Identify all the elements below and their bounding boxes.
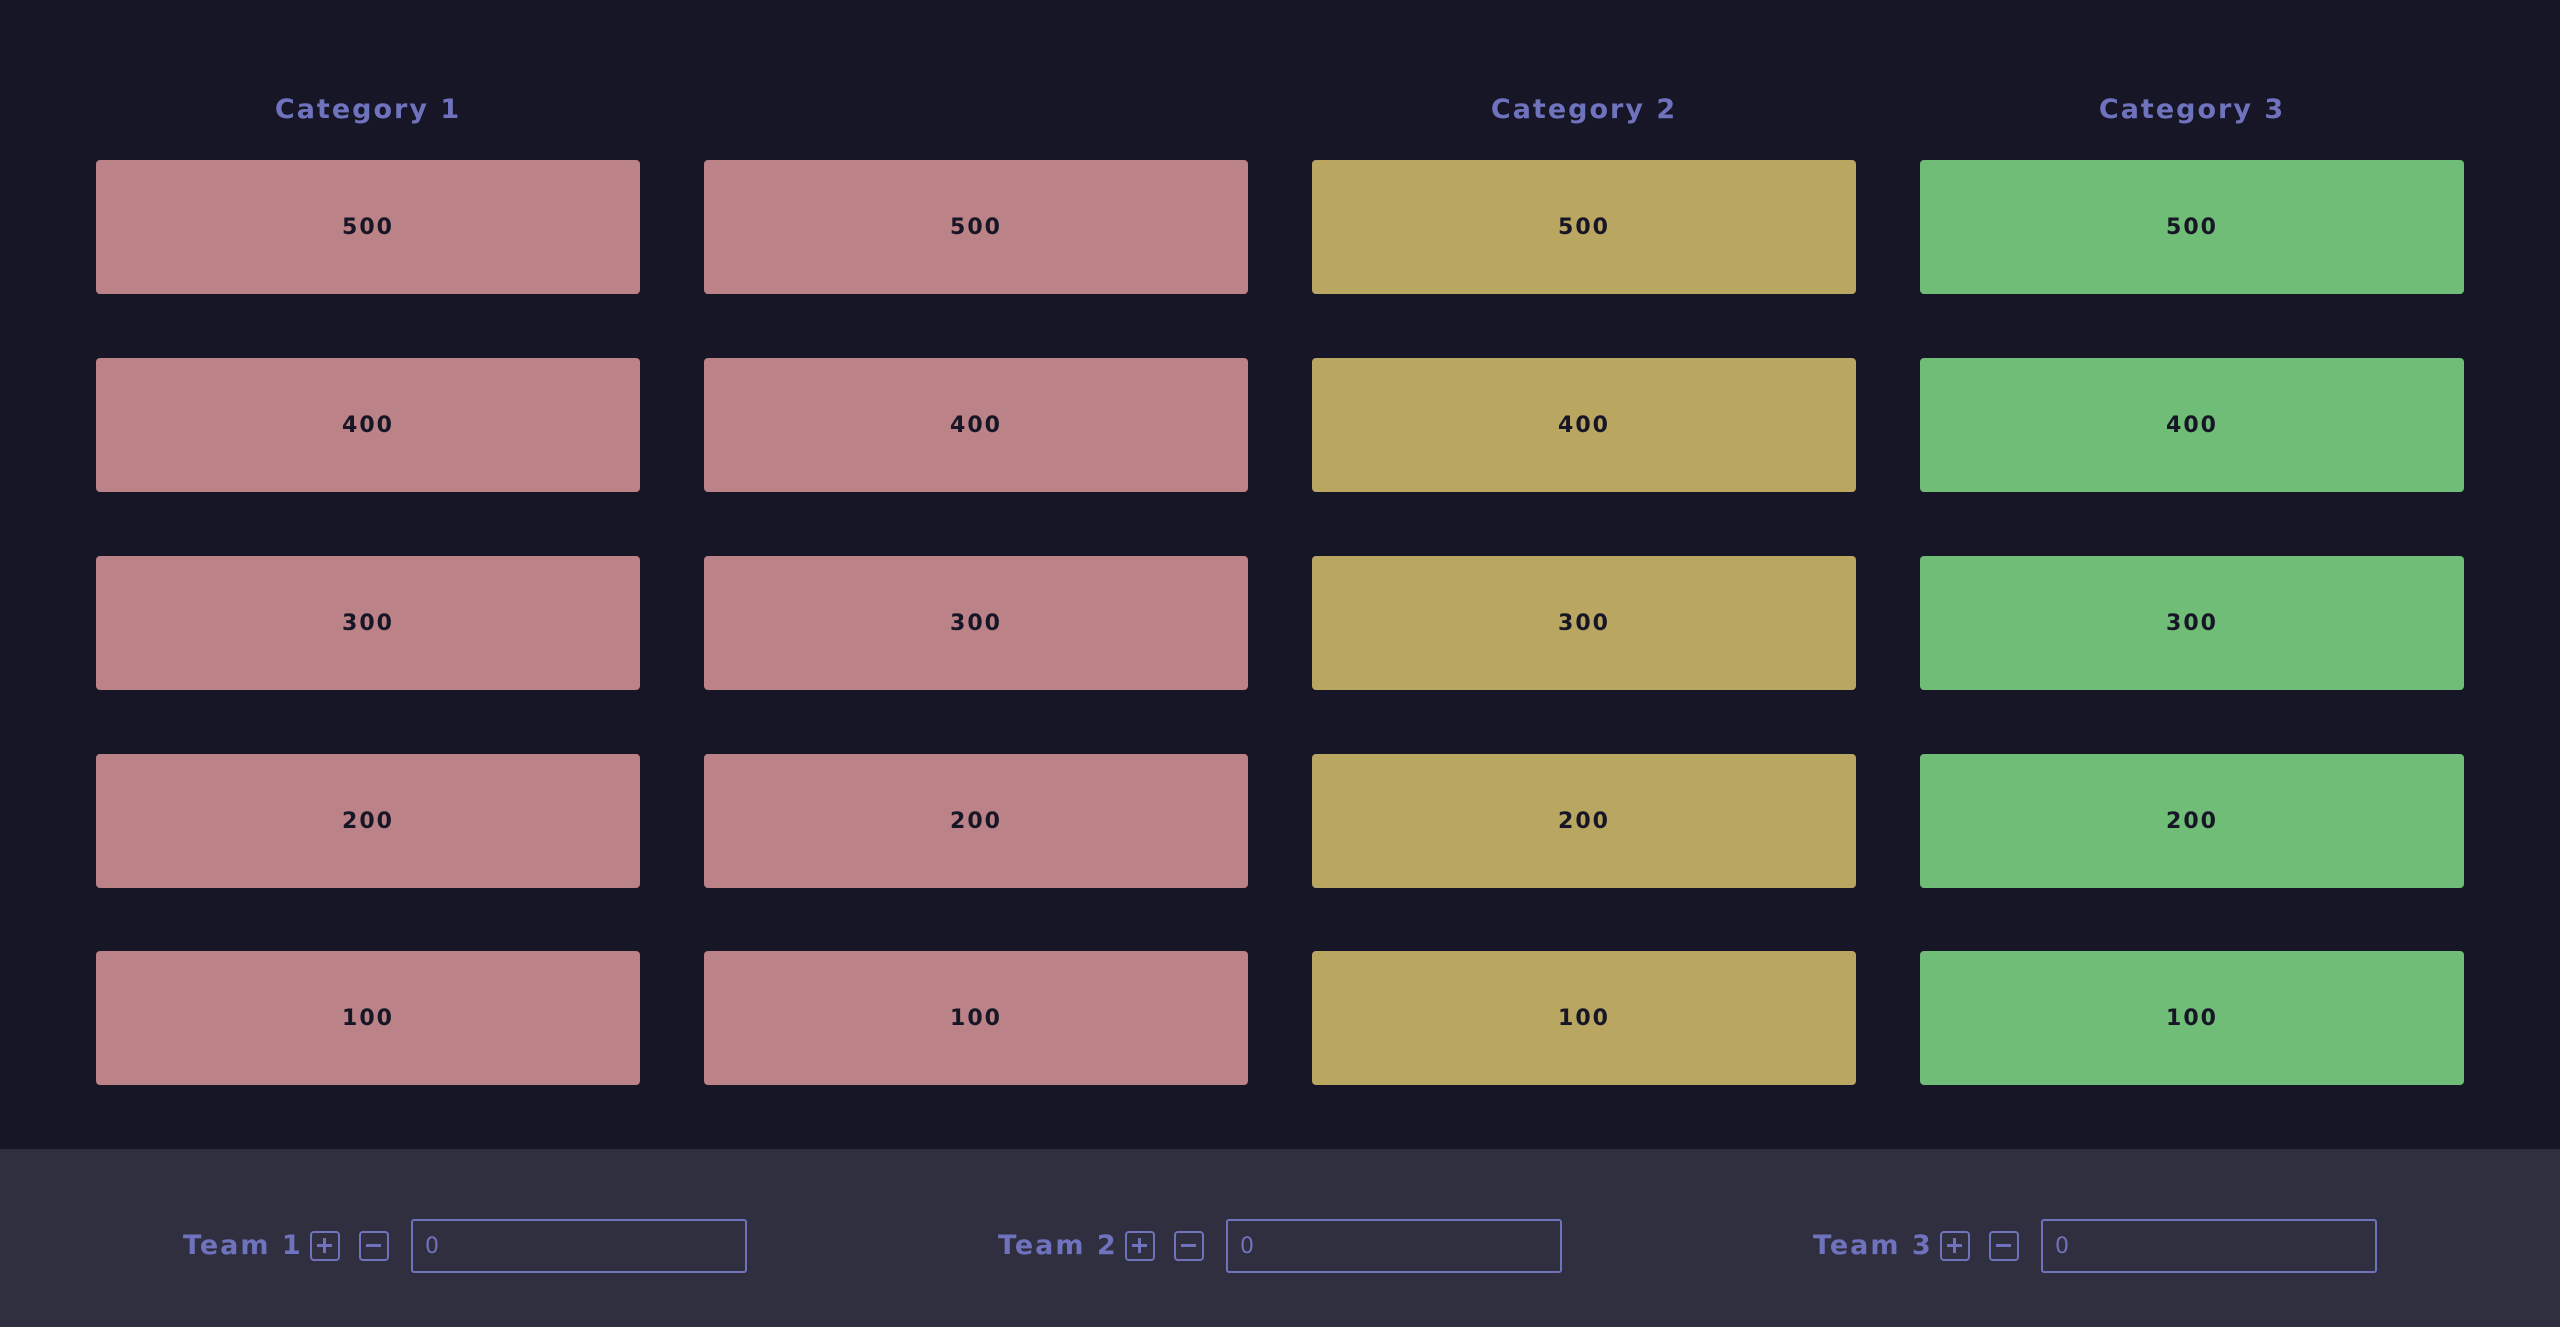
question-tile-300[interactable]: 300 [96, 556, 640, 690]
question-tile-200[interactable]: 200 [96, 754, 640, 888]
question-tile-100[interactable]: 100 [1920, 951, 2464, 1085]
question-tile-300[interactable]: 300 [704, 556, 1248, 690]
increment-score-button[interactable] [1940, 1231, 1970, 1261]
question-tile-400[interactable]: 400 [96, 358, 640, 492]
increment-score-button[interactable] [310, 1231, 340, 1261]
question-tile-100[interactable]: 100 [96, 951, 640, 1085]
question-tile-500[interactable]: 500 [704, 160, 1248, 294]
team-name: Team 2 [998, 1230, 1118, 1261]
team-3-controls: Team 3 [1813, 1219, 2378, 1273]
question-tile-200[interactable]: 200 [1312, 754, 1856, 888]
game-board: Category 1 500 400 300 200 100 500 400 300 200 100… [96, 90, 2464, 1085]
question-tile-500[interactable]: 500 [96, 160, 640, 294]
question-tile-500[interactable]: 500 [1920, 160, 2464, 294]
category-title: Category 1 [274, 94, 462, 125]
scoreboard-footer: Team 1 Team 2 Team 3 [0, 1149, 2560, 1327]
category-title: Category 2 [1490, 94, 1678, 125]
decrement-score-button[interactable] [1989, 1231, 2019, 1261]
question-tile-100[interactable]: 100 [1312, 951, 1856, 1085]
team-1-controls: Team 1 [183, 1219, 748, 1273]
increment-score-button[interactable] [1125, 1231, 1155, 1261]
team-2-controls: Team 2 [998, 1219, 1563, 1273]
decrement-score-button[interactable] [1174, 1231, 1204, 1261]
question-tile-100[interactable]: 100 [704, 951, 1248, 1085]
question-tile-300[interactable]: 300 [1920, 556, 2464, 690]
team-name: Team 1 [183, 1230, 303, 1261]
team-score-input[interactable] [411, 1219, 747, 1273]
decrement-score-button[interactable] [359, 1231, 389, 1261]
category-title: Category 3 [2098, 94, 2286, 125]
question-tile-200[interactable]: 200 [704, 754, 1248, 888]
question-tile-400[interactable]: 400 [1920, 358, 2464, 492]
question-tile-500[interactable]: 500 [1312, 160, 1856, 294]
question-tile-400[interactable]: 400 [704, 358, 1248, 492]
team-score-input[interactable] [2041, 1219, 2377, 1273]
category-title [704, 90, 1248, 130]
question-tile-200[interactable]: 200 [1920, 754, 2464, 888]
question-tile-300[interactable]: 300 [1312, 556, 1856, 690]
team-name: Team 3 [1813, 1230, 1933, 1261]
question-tile-400[interactable]: 400 [1312, 358, 1856, 492]
team-score-input[interactable] [1226, 1219, 1562, 1273]
